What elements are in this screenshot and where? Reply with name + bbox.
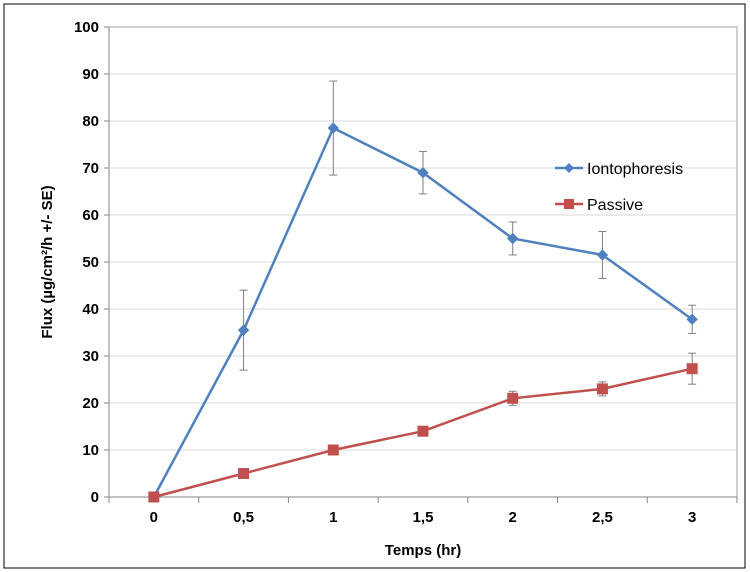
data-point [417, 425, 429, 437]
y-axis-tick-labels: 0 10 20 30 40 50 60 70 80 90 100 [74, 19, 99, 506]
y-tick-label: 90 [82, 66, 99, 83]
y-tick-label: 20 [82, 395, 99, 412]
y-tick-label: 10 [82, 442, 99, 459]
legend: Iontophoresis Passive [555, 161, 683, 214]
legend-label: Passive [587, 197, 643, 214]
x-tick-label: 1,5 [413, 509, 434, 526]
y-tick-label: 40 [82, 301, 99, 318]
y-tick-label: 60 [82, 207, 99, 224]
x-axis-title: Temps (hr) [385, 542, 461, 559]
data-point [507, 392, 519, 404]
data-point [327, 444, 339, 456]
x-tick-label: 2 [509, 509, 517, 526]
x-axis [108, 27, 738, 503]
legend-swatch-marker [564, 199, 574, 209]
x-tick-label: 1 [329, 509, 337, 526]
data-point [238, 468, 250, 479]
data-point [686, 313, 698, 326]
series-passive [148, 352, 698, 503]
y-tick-label: 30 [82, 348, 99, 365]
x-tick-label: 2,5 [592, 509, 613, 526]
y-axis-title: Flux (µg/cm²/h +/- SE) [39, 185, 56, 338]
x-tick-label: 0 [150, 509, 158, 526]
x-tick-label: 3 [688, 509, 696, 526]
data-point [507, 232, 519, 245]
legend-label: Iontophoresis [587, 161, 683, 178]
data-point [237, 324, 250, 336]
series [148, 80, 698, 503]
y-tick-label: 80 [82, 113, 99, 130]
y-tick-label: 100 [74, 19, 99, 36]
data-point [148, 491, 160, 503]
gridlines [104, 26, 737, 498]
data-point [596, 249, 609, 261]
data-point [596, 383, 608, 395]
x-axis-tick-labels: 0 0,5 1 1,5 2 2,5 3 [150, 509, 697, 526]
data-point [417, 166, 429, 179]
y-tick-label: 50 [82, 254, 99, 271]
y-tick-label: 70 [82, 160, 99, 177]
legend-swatch-marker [564, 163, 574, 173]
data-point [327, 122, 339, 134]
data-point [686, 363, 698, 375]
y-tick-label: 0 [91, 489, 99, 506]
x-tick-label: 0,5 [233, 509, 254, 526]
